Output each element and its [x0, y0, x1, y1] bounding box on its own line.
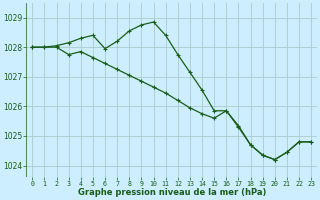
X-axis label: Graphe pression niveau de la mer (hPa): Graphe pression niveau de la mer (hPa)	[77, 188, 266, 197]
